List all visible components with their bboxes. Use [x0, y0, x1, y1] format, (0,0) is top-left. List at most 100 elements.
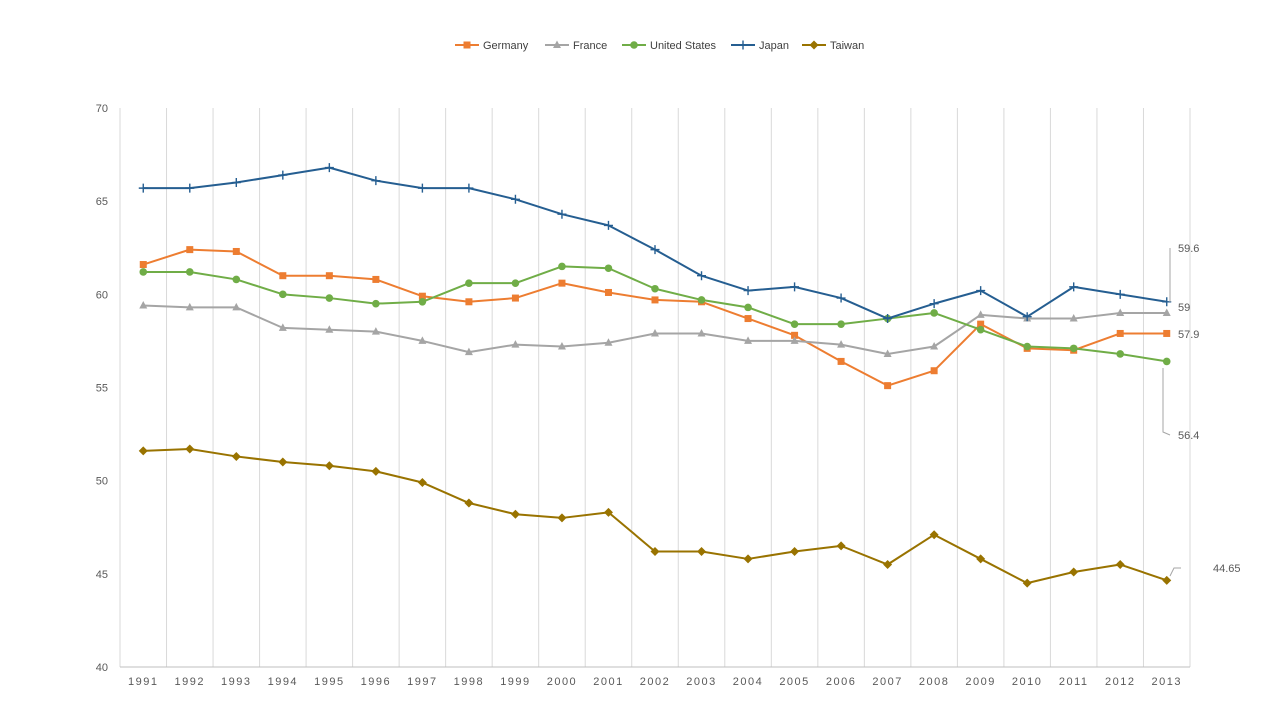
data-point-square [744, 315, 752, 323]
data-point-square [651, 296, 659, 304]
legend-item-germany: Germany [455, 40, 529, 52]
data-point-circle [372, 299, 380, 308]
x-tick-label: 2008 [919, 676, 949, 688]
series-france [139, 301, 1171, 357]
y-tick-label: 65 [96, 196, 108, 208]
data-point-square [279, 272, 287, 280]
data-point-diamond [790, 546, 800, 556]
data-point-circle [511, 279, 520, 287]
data-point-triangle [464, 347, 473, 356]
data-point-plus [371, 176, 381, 186]
legend-label-united-states: United States [650, 40, 717, 52]
data-point-plus [185, 183, 195, 193]
data-point-circle [604, 264, 613, 273]
x-tick-label: 1999 [500, 676, 530, 688]
data-point-square [791, 331, 799, 339]
data-point-triangle [278, 323, 287, 331]
callout-label-japan: 59.6 [1178, 243, 1199, 255]
series-united-states [139, 262, 1171, 366]
data-point-plus [231, 178, 241, 188]
data-point-triangle [1069, 314, 1078, 322]
data-point-square [186, 246, 194, 254]
legend-label-france: France [573, 40, 607, 52]
data-point-plus [278, 170, 288, 180]
data-point-square [418, 292, 426, 300]
legend-item-france: France [545, 40, 607, 52]
legend-item-japan: Japan [731, 40, 789, 52]
data-point-diamond [278, 457, 288, 467]
callout-label-united-states: 56.4 [1178, 430, 1199, 442]
data-point-diamond [836, 541, 846, 551]
data-point-diamond [1069, 567, 1079, 577]
callout-label-germany: 57.9 [1178, 329, 1199, 341]
data-point-plus [883, 314, 893, 324]
legend-label-taiwan: Taiwan [830, 40, 864, 52]
data-point-triangle [697, 328, 706, 337]
callout-label-france: 59 [1178, 302, 1190, 314]
data-point-circle [1162, 357, 1171, 366]
data-point-plus [743, 286, 753, 296]
data-point-square [977, 320, 985, 328]
data-point-diamond [324, 461, 334, 471]
data-point-diamond [138, 446, 148, 456]
series-taiwan [138, 444, 1172, 588]
data-point-circle [930, 309, 938, 317]
y-tick-label: 55 [96, 383, 108, 395]
data-point-square [1116, 329, 1124, 337]
data-point-square [884, 382, 892, 390]
data-point-triangle [744, 336, 753, 344]
data-point-diamond [976, 554, 986, 564]
data-point-triangle [185, 302, 194, 311]
legend-label-germany: Germany [483, 40, 529, 52]
data-point-square [372, 275, 380, 283]
y-tick-label: 70 [96, 103, 108, 115]
data-point-plus [510, 194, 520, 204]
data-point-diamond [929, 530, 939, 540]
x-tick-label: 2000 [547, 676, 577, 688]
data-point-circle [790, 320, 799, 328]
data-point-diamond [464, 498, 474, 508]
x-tick-label: 1993 [221, 676, 251, 688]
data-point-square [1163, 329, 1171, 337]
data-point-circle [558, 262, 566, 271]
x-tick-label: 2009 [965, 676, 995, 688]
data-point-diamond [1022, 578, 1032, 588]
data-point-circle [185, 268, 194, 276]
data-point-circle [418, 297, 427, 306]
data-point-plus [417, 183, 427, 193]
x-tick-label: 2003 [686, 676, 716, 688]
axes: 40 45 50 55 60 65 70 1991 1992 1993 1994 1995 1996 19… [96, 103, 1190, 688]
legend-item-united-states: United States [622, 40, 717, 52]
legend: Germany France United States Japan Taiwan [455, 40, 864, 52]
x-tick-label: 1991 [128, 676, 158, 688]
data-point-triangle [325, 325, 334, 333]
x-tick-label: 2010 [1012, 676, 1042, 688]
callout-leader-united-states [1162, 368, 1171, 436]
x-tick-label: 2001 [593, 676, 623, 688]
callout-leader-taiwan [1169, 567, 1181, 577]
data-point-plus [603, 220, 613, 230]
data-point-plus [1115, 289, 1125, 299]
data-point-circle [976, 325, 985, 334]
data-point-circle [465, 279, 473, 287]
data-point-triangle [790, 336, 799, 344]
series-line-taiwan [143, 447, 1168, 585]
data-point-circle [1116, 350, 1125, 358]
data-point-triangle [883, 349, 892, 357]
x-tick-label: 1995 [314, 676, 344, 688]
data-point-diamond [185, 444, 195, 454]
data-point-triangle [139, 301, 148, 309]
series-group [138, 163, 1172, 588]
data-point-triangle [232, 302, 241, 311]
x-tick-label: 1994 [268, 676, 298, 688]
data-point-square [558, 279, 566, 287]
x-tick-label: 2005 [779, 676, 809, 688]
data-point-triangle [557, 342, 566, 350]
data-point-circle [744, 303, 752, 312]
data-point-triangle [604, 338, 613, 346]
data-point-plus [557, 209, 567, 219]
data-point-triangle [651, 328, 659, 337]
data-point-diamond [1162, 575, 1172, 585]
data-point-diamond [417, 478, 427, 488]
